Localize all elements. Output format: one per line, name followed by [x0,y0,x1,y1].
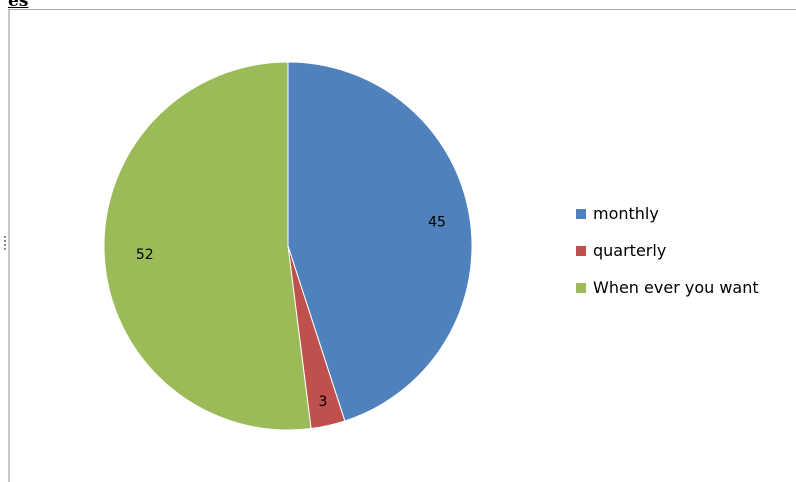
legend-swatch-quarterly [576,245,586,256]
pie-data-labels: 45 3 52 [136,214,446,410]
legend-label-quarterly: quarterly [593,241,667,260]
legend-label-monthly: monthly [593,204,659,223]
legend-label-when-ever-you-want: When ever you want [593,278,759,297]
resize-handle[interactable] [4,236,6,252]
page-header-text: es [8,0,29,11]
data-label-quarterly: 3 [318,394,327,410]
top-divider [8,9,796,10]
chart-legend: monthly quarterly When ever you want [576,195,759,306]
pie-slice-monthly [287,61,473,422]
pie-slice-when-ever-you-want [103,61,312,431]
data-label-monthly: 45 [428,214,446,230]
pie-slices [103,61,473,431]
legend-swatch-when-ever-you-want [576,282,586,293]
legend-item-monthly: monthly [576,195,759,232]
legend-item-quarterly: quarterly [576,232,759,269]
data-label-when-ever-you-want: 52 [136,247,154,263]
left-border [8,10,10,482]
legend-swatch-monthly [576,208,586,219]
legend-item-when-ever-you-want: When ever you want [576,269,759,306]
